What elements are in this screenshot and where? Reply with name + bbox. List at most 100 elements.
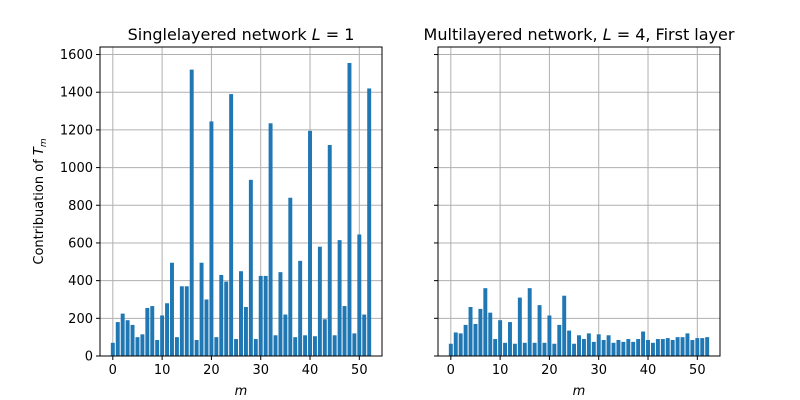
bar: [532, 342, 537, 356]
bar: [581, 339, 586, 356]
x-tick-label: 50: [689, 363, 706, 378]
bar: [239, 271, 243, 356]
bar: [352, 333, 357, 356]
bar: [596, 334, 601, 356]
bar: [655, 339, 660, 356]
x-tick-label: 10: [492, 363, 509, 378]
bar: [670, 339, 675, 356]
bar: [347, 63, 352, 357]
x-tick-label: 30: [252, 363, 269, 378]
x-tick-label: 10: [154, 363, 171, 378]
bar: [150, 306, 155, 356]
bar: [557, 324, 562, 356]
bar: [155, 339, 160, 356]
axes-frame: [437, 46, 721, 357]
y-tick-label: 1000: [60, 161, 93, 176]
x-tick-label: 0: [447, 363, 455, 378]
bar: [248, 179, 253, 356]
bar: [367, 88, 372, 356]
bar: [278, 272, 283, 356]
bar: [537, 305, 542, 356]
bar: [577, 335, 581, 356]
bar: [453, 332, 458, 356]
bar: [547, 315, 552, 356]
bar: [273, 335, 278, 356]
bar: [234, 339, 239, 356]
bar: [170, 262, 174, 356]
bar: [665, 338, 670, 356]
bar: [214, 337, 219, 356]
bar: [293, 337, 298, 356]
bar: [641, 331, 646, 356]
bar: [303, 335, 308, 356]
bar: [690, 339, 695, 356]
bar: [184, 286, 189, 356]
bar: [125, 320, 130, 356]
chart-panel-2: 0 10 20 30 40 50 Multilayered network, L = 4, …: [424, 25, 735, 399]
bar: [631, 341, 636, 356]
bar: [312, 336, 317, 356]
bar: [473, 323, 478, 356]
y-tick-label: 1600: [60, 48, 93, 63]
bar: [695, 338, 700, 356]
bar: [601, 339, 606, 356]
bar: [527, 288, 532, 356]
chart-title: Multilayered network, L = 4, First layer: [424, 25, 735, 44]
bar: [253, 339, 258, 356]
y-tick-label: 800: [68, 199, 93, 214]
bar: [517, 297, 522, 356]
bar: [700, 338, 705, 356]
bar: [675, 337, 680, 356]
bar: [189, 69, 194, 357]
bar: [522, 342, 527, 356]
bar: [357, 234, 362, 356]
bar: [616, 339, 621, 356]
bar: [332, 335, 337, 356]
bar: [165, 303, 170, 356]
bar: [342, 306, 347, 356]
bar: [110, 342, 115, 356]
y-tick-label: 400: [68, 274, 93, 289]
bar: [572, 343, 577, 356]
bar: [219, 274, 224, 356]
axes-frame: [99, 46, 383, 357]
bar: [512, 343, 517, 356]
bar: [646, 339, 650, 356]
bar: [591, 341, 596, 356]
x-tick-label: 30: [590, 363, 607, 378]
x-tick-label: 50: [351, 363, 368, 378]
chart-title: Singlelayered network L = 1: [128, 25, 355, 44]
bar: [194, 339, 199, 356]
bar: [327, 144, 332, 356]
bar: [308, 130, 312, 356]
bar: [229, 94, 234, 356]
bar: [626, 339, 631, 356]
bar: [685, 333, 690, 356]
bar: [650, 342, 655, 356]
bar: [611, 342, 616, 356]
bar: [478, 308, 483, 356]
bar: [508, 322, 512, 356]
bar: [263, 275, 268, 356]
bar: [179, 286, 184, 356]
bar: [552, 343, 557, 356]
bar: [483, 288, 488, 356]
bar: [542, 342, 547, 356]
x-tick-label: 20: [541, 363, 558, 378]
bar: [488, 312, 493, 356]
bar: [140, 334, 145, 356]
bar: [204, 299, 209, 356]
x-tick-label: 0: [109, 363, 117, 378]
bar: [115, 322, 120, 356]
bar: [586, 333, 591, 356]
y-tick-label: 600: [68, 236, 93, 251]
bar: [567, 330, 572, 356]
chart-panel-1: 0 10 20 30 40 50 0 200 400 600 800 1000 1200 1400 1600…: [32, 25, 383, 399]
bar: [174, 337, 179, 356]
bar: [468, 307, 473, 356]
bar: [463, 324, 468, 356]
y-tick-label: 200: [68, 312, 93, 327]
bar: [705, 337, 710, 356]
bar: [362, 314, 367, 356]
